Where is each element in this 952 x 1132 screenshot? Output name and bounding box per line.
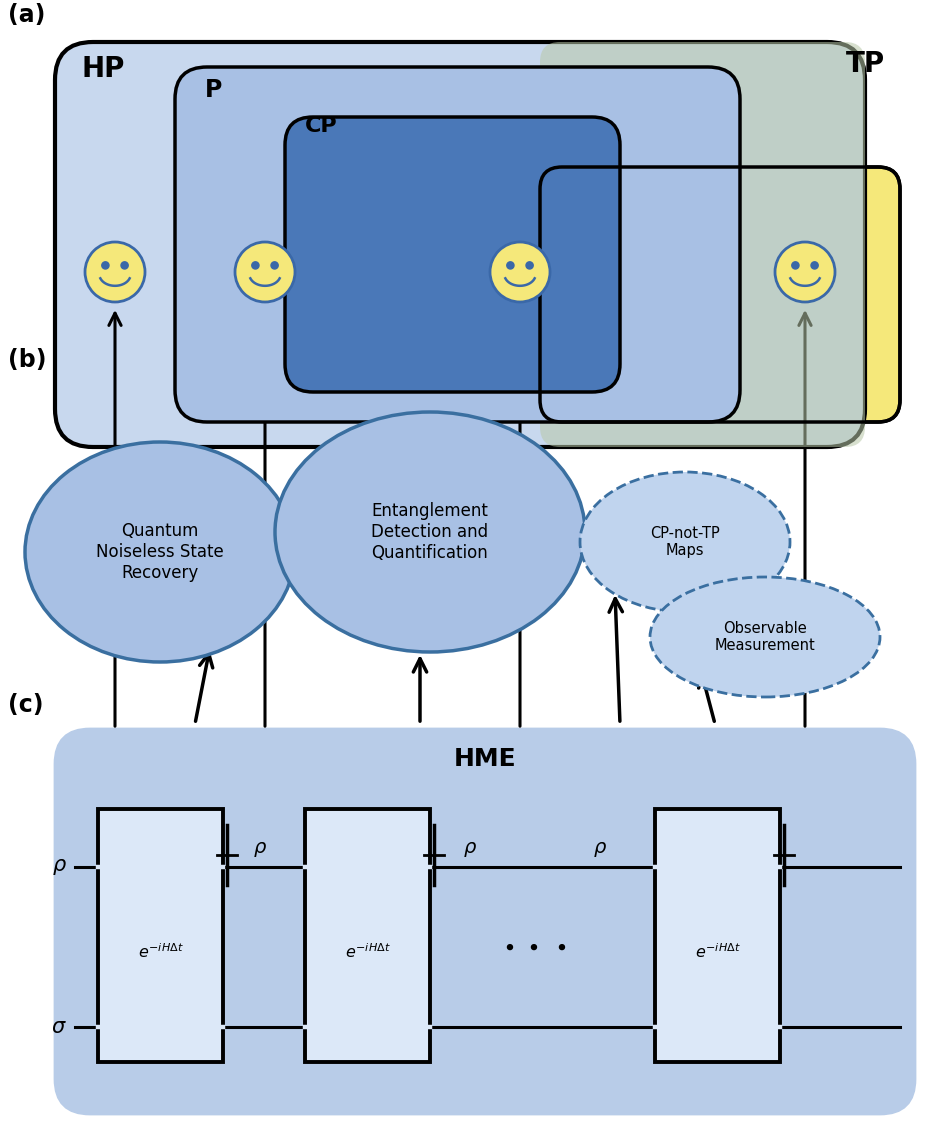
Text: Quantum
Noiseless State
Recovery: Quantum Noiseless State Recovery: [96, 522, 224, 582]
FancyBboxPatch shape: [55, 729, 915, 1114]
Text: $e^{-iH\Delta t}$: $e^{-iH\Delta t}$: [695, 943, 741, 961]
Circle shape: [85, 242, 145, 302]
FancyBboxPatch shape: [55, 42, 865, 447]
Circle shape: [235, 242, 295, 302]
Ellipse shape: [25, 441, 295, 662]
Text: CP-not-TP
Maps: CP-not-TP Maps: [650, 525, 720, 558]
Text: CP: CP: [305, 115, 338, 136]
FancyBboxPatch shape: [305, 809, 430, 1062]
Circle shape: [775, 242, 835, 302]
Circle shape: [271, 261, 278, 269]
FancyBboxPatch shape: [655, 809, 780, 1062]
Circle shape: [506, 261, 514, 269]
Text: Observable
Measurement: Observable Measurement: [715, 620, 815, 653]
FancyBboxPatch shape: [540, 42, 865, 447]
Text: $\bullet\;\bullet\;\bullet$: $\bullet\;\bullet\;\bullet$: [503, 937, 567, 957]
FancyBboxPatch shape: [175, 67, 740, 422]
Ellipse shape: [650, 577, 880, 697]
Text: $\rho$: $\rho$: [463, 840, 477, 859]
Text: $e^{-iH\Delta t}$: $e^{-iH\Delta t}$: [138, 943, 184, 961]
Text: (a): (a): [8, 3, 46, 27]
Text: $\sigma$: $\sigma$: [51, 1017, 67, 1037]
Circle shape: [102, 261, 109, 269]
Ellipse shape: [580, 472, 790, 612]
Circle shape: [121, 261, 129, 269]
Circle shape: [490, 242, 550, 302]
Text: TP: TP: [846, 50, 885, 78]
Text: $\rho$: $\rho$: [593, 840, 607, 859]
Text: $e^{-iH\Delta t}$: $e^{-iH\Delta t}$: [345, 943, 390, 961]
Circle shape: [811, 261, 818, 269]
FancyBboxPatch shape: [540, 168, 900, 422]
Text: $\rho$: $\rho$: [253, 840, 268, 859]
Text: P: P: [205, 78, 223, 102]
Circle shape: [251, 261, 259, 269]
Circle shape: [792, 261, 799, 269]
Text: HME: HME: [454, 747, 516, 771]
Text: Entanglement
Detection and
Quantification: Entanglement Detection and Quantificatio…: [371, 503, 488, 561]
Text: $\rho$: $\rho$: [52, 857, 67, 877]
Circle shape: [526, 261, 533, 269]
Text: HP: HP: [82, 55, 126, 83]
FancyBboxPatch shape: [285, 117, 620, 392]
Text: (c): (c): [8, 693, 44, 717]
Ellipse shape: [275, 412, 585, 652]
FancyBboxPatch shape: [98, 809, 223, 1062]
Text: (b): (b): [8, 348, 47, 372]
